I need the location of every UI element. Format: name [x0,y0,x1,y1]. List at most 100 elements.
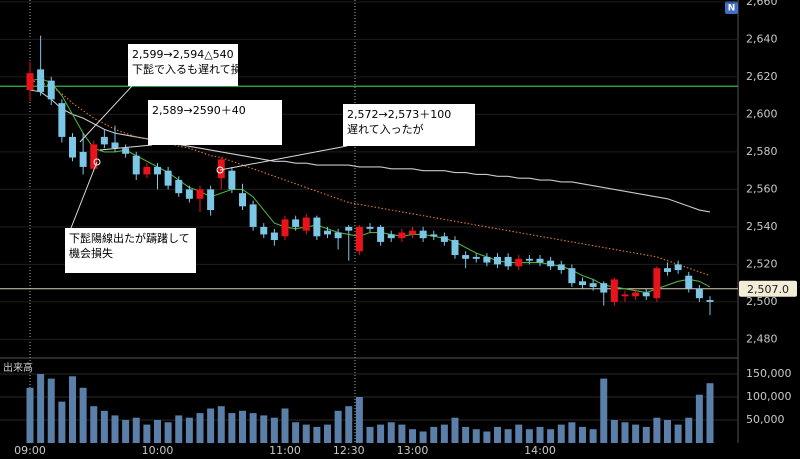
x-tick-label: 10:00 [142,444,174,457]
annotation-arrow [70,161,98,229]
candle-body [483,256,491,263]
last-price-label: 2,507.0 [747,283,789,296]
candle-body [642,292,650,297]
volume-bar [695,394,703,443]
candle-body [111,142,119,149]
moving-average [29,89,711,213]
candle-body [292,219,300,227]
y-tick-label: 2,560 [746,182,778,195]
badge-label: N [728,4,736,14]
volume-bar [504,429,512,443]
x-tick-label: 11:00 [269,444,301,457]
candle-body [175,180,183,194]
volume-bar [366,426,374,443]
candle-body [79,151,87,167]
annotation-box [65,228,196,273]
y-tick-label: 2,480 [746,332,778,345]
candle-body [207,189,215,211]
candle-body [366,226,374,229]
volume-bar [472,429,480,443]
candle-body [568,268,576,284]
candle-body [409,230,416,235]
candle-body [58,103,66,137]
candle-body [674,264,682,271]
annotation-point [93,158,101,166]
volume-bar [164,422,172,443]
volume-bar [483,431,491,443]
volume-bar [69,376,76,443]
candle-body [685,275,693,289]
volume-bar [100,410,108,443]
volume-title: 出来高 [3,361,33,374]
volume-bar [525,429,533,443]
annotation-text: 2,589→2590＋40 [152,104,246,117]
candle-body [610,279,618,302]
annotation-arrow [79,85,133,143]
candle-body [600,283,608,293]
volume-bar [270,417,278,443]
candle-body [536,258,544,263]
candle-body [302,217,310,231]
annotation-arrow [219,145,348,171]
x-tick-label: 14:00 [524,444,556,457]
candle-body [143,166,151,175]
annotation-box [343,104,475,146]
candle-body [589,283,597,287]
annotation-text: 機会損失 [69,246,113,260]
candle-body [621,294,629,297]
y-tick-label: 2,520 [746,257,778,270]
volume-bar [674,424,682,443]
badge [725,1,738,14]
y-tick-label: 2,580 [746,145,778,158]
volume-bar [313,426,321,443]
volume-bar [260,415,268,443]
candle-body [334,232,342,239]
y-tick-label: 2,620 [746,70,778,83]
volume-bar [345,406,353,443]
y-tick-label: 2,540 [746,220,778,233]
volume-bar [292,422,300,443]
volume-bar [47,378,55,443]
volume-bar [419,431,427,443]
volume-bar [111,415,119,443]
candle-body [494,256,501,265]
volume-bar [122,420,130,443]
volume-bar [239,410,246,443]
candle-body [324,230,331,235]
volume-bar [706,383,714,443]
volume-bar [154,420,161,443]
candle-body [398,232,406,239]
candle-body [706,300,714,302]
volume-bar [79,387,87,443]
volume-bar [451,417,459,443]
candle-body [664,268,671,272]
annotation-text: 下髭で入るも遅れて損ギリ [132,62,264,76]
candle-body [430,234,438,237]
volume-bar [557,424,565,443]
volume-bar [621,422,629,443]
volume-bar [217,406,225,443]
y-tick-label: 50,000 [746,413,785,426]
candle-body [196,189,204,199]
volume-bar [494,426,501,443]
annotation-arrow [99,144,153,151]
candle-body [345,226,353,231]
volume-bar [207,408,215,443]
volume-bar [90,406,98,443]
y-tick-label: 2,600 [746,107,778,120]
annotation-text: 下髭陽線出たが躊躇して [69,231,190,245]
candle-body [239,193,246,207]
volume-bar [568,422,576,443]
candle-body [355,226,363,252]
volume-bar [143,424,151,443]
candle-body [525,258,533,261]
candle-body [132,155,140,175]
volume-bar [579,426,586,443]
candle-body [164,170,172,186]
volume-bar [249,413,257,443]
y-tick-label: 2,660 [746,0,778,8]
candle-body [440,236,448,242]
candle-body [632,292,640,297]
volume-bar [589,429,597,443]
candle-body [154,166,161,175]
